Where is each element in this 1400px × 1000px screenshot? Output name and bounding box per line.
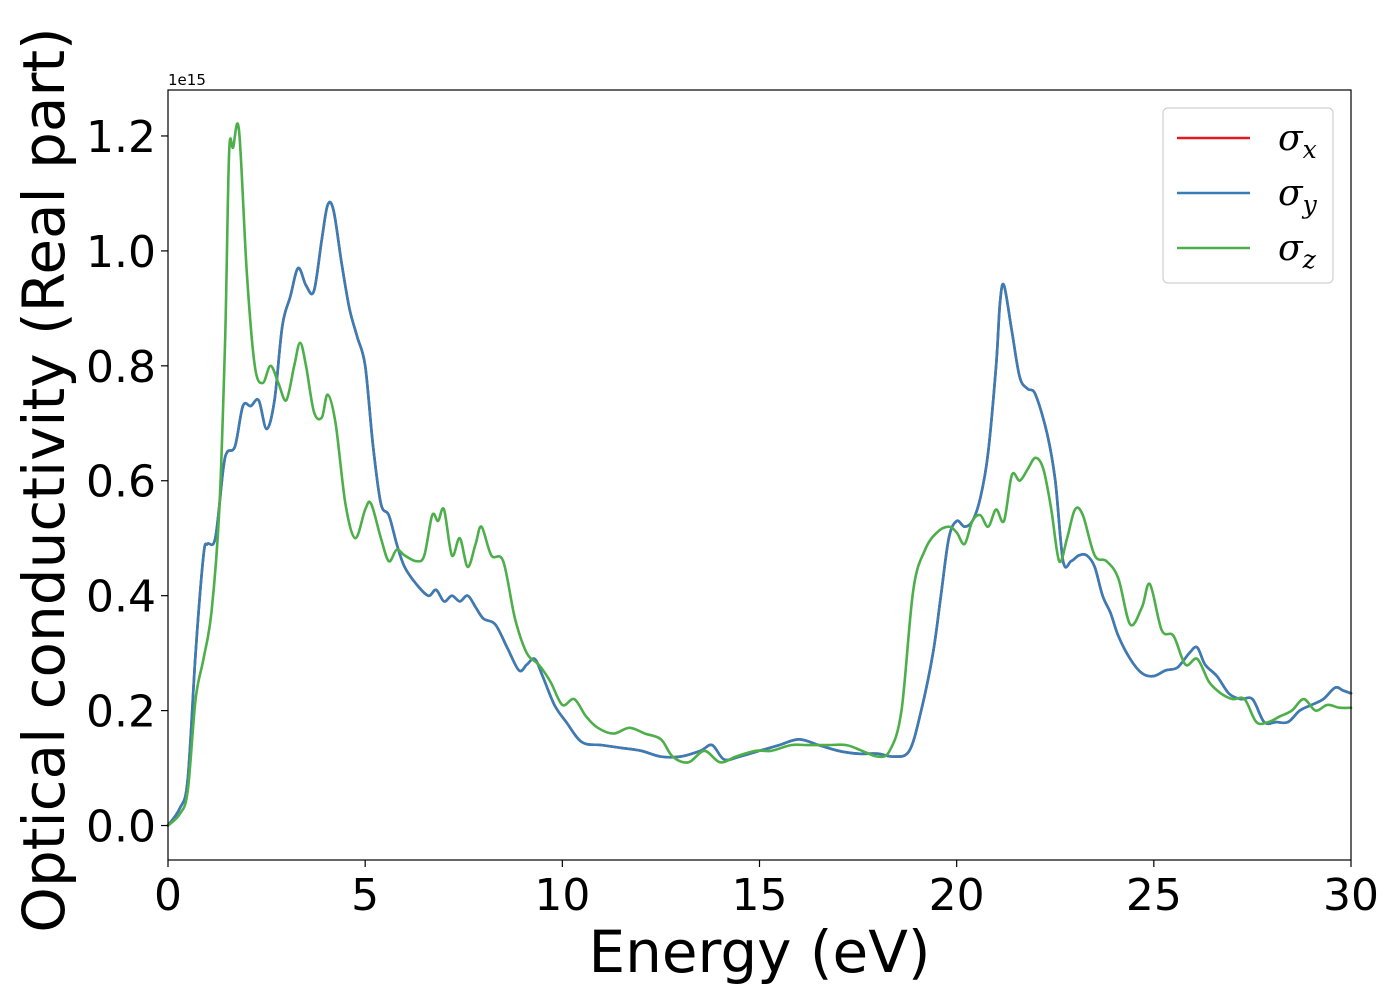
x-tick-label: 30 — [1323, 870, 1379, 921]
legend-symbol: σ — [1278, 173, 1304, 214]
legend-subscript: y — [1302, 190, 1318, 219]
x-tick-label: 10 — [534, 870, 590, 921]
series-layer — [166, 122, 1353, 827]
legend-subscript: x — [1303, 135, 1317, 164]
x-axis-title: Energy (eV) — [588, 918, 930, 986]
legend-label-z: σz — [1278, 228, 1317, 274]
x-axis-ticks: 0 5 10 15 20 25 30 — [154, 860, 1379, 921]
x-tick-label: 0 — [154, 870, 182, 921]
legend-frame — [1162, 107, 1334, 284]
y-tick-label: 1.2 — [86, 112, 156, 163]
y-axis-title: Optical conductivity (Real part) — [10, 27, 78, 932]
x-tick-label: 15 — [732, 870, 788, 921]
x-tick-label: 25 — [1126, 870, 1182, 921]
series-line-z — [166, 122, 1353, 827]
legend-symbol: σ — [1278, 118, 1304, 159]
y-tick-label: 0.8 — [86, 342, 156, 393]
y-tick-label: 0.0 — [86, 802, 156, 853]
series-line-y — [166, 200, 1353, 827]
y-tick-label: 0.4 — [86, 572, 156, 623]
y-tick-label: 0.6 — [86, 457, 156, 508]
x-tick-label: 5 — [351, 870, 379, 921]
y-axis-ticks: 0.0 0.2 0.4 0.6 0.8 1.0 1.2 — [86, 112, 168, 853]
legend-label-x: σx — [1278, 118, 1317, 164]
plot-area — [168, 90, 1351, 860]
x-tick-label: 20 — [929, 870, 985, 921]
y-tick-label: 0.2 — [86, 687, 156, 738]
legend-label-y: σy — [1278, 173, 1318, 219]
legend-subscript: z — [1302, 245, 1317, 274]
y-tick-label: 1.0 — [86, 227, 156, 278]
legend-symbol: σ — [1278, 228, 1304, 269]
y-offset-label: 1e15 — [168, 71, 206, 89]
